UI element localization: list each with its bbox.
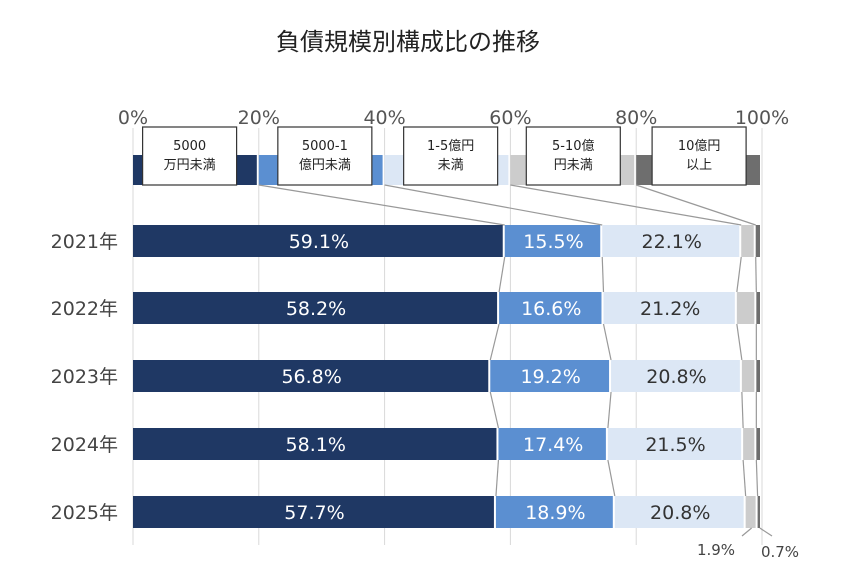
bar-segment [756, 428, 760, 460]
x-tick-label: 40% [363, 107, 405, 129]
category-label: 2024年 [51, 434, 118, 456]
bar-segment [607, 428, 742, 460]
connector-line [489, 323, 500, 361]
legend-label: 5000-1 [302, 139, 348, 154]
bar-segment [602, 225, 740, 257]
bar-segment [133, 496, 494, 528]
bar-segment [133, 292, 498, 324]
connector-line [755, 459, 759, 497]
legend-label: 円未満 [554, 158, 593, 173]
data-label: 57.7% [284, 502, 344, 524]
connector-line [602, 323, 612, 361]
connector-line [741, 391, 744, 429]
bar-segment [499, 292, 602, 324]
data-label: 18.9% [525, 502, 585, 524]
connector-line [742, 459, 747, 497]
data-label: 20.8% [646, 366, 706, 388]
data-label: 15.5% [523, 231, 583, 253]
x-tick-label: 100% [735, 107, 789, 129]
bar-segment [490, 360, 610, 392]
data-label: 19.2% [520, 366, 580, 388]
callout-label: 1.9% [697, 541, 735, 559]
connector-line [636, 184, 756, 226]
data-label: 21.2% [640, 298, 700, 320]
connector-line [489, 391, 500, 429]
bar-segment [736, 292, 755, 324]
bar-segment [756, 360, 760, 392]
connector-line [510, 184, 742, 226]
data-label: 16.6% [521, 298, 581, 320]
data-label: 21.5% [645, 434, 705, 456]
callout-label: 0.7% [761, 543, 799, 561]
connector-line [495, 459, 500, 497]
callout-line [759, 527, 773, 537]
bar-segment [133, 360, 489, 392]
legend-label: 1-5億円 [427, 138, 474, 154]
legend-label-box [525, 126, 621, 186]
legend-label: 億円未満 [299, 157, 351, 173]
legend-label: 5000 [173, 139, 206, 154]
chart-title: 負債規模別構成比の推移 [276, 28, 540, 56]
bar-segment [498, 428, 606, 460]
connector-line [498, 256, 506, 293]
bar-segment [504, 225, 601, 257]
bar-segment [745, 496, 756, 528]
category-label: 2025年 [51, 502, 118, 524]
legend-label: 以上 [686, 158, 712, 173]
x-tick-label: 20% [238, 107, 280, 129]
category-label: 2023年 [51, 366, 118, 388]
bar-segment [611, 360, 740, 392]
connector-line [258, 184, 505, 226]
bar-segment [757, 496, 760, 528]
bar-segment [755, 225, 760, 257]
legend-label-box [403, 126, 499, 186]
bar-segment [743, 428, 755, 460]
connector-line [736, 256, 742, 293]
legend-label: 未満 [438, 158, 464, 173]
bar-segment [741, 360, 755, 392]
data-label: 17.4% [523, 434, 583, 456]
callout-line [741, 527, 753, 537]
legend-label-box [142, 126, 238, 186]
category-label: 2021年 [51, 231, 118, 253]
bar-segment [756, 292, 760, 324]
x-tick-label: 0% [118, 107, 148, 129]
x-tick-label: 80% [615, 107, 657, 129]
data-label: 59.1% [289, 231, 349, 253]
legend-label: 万円未満 [164, 158, 216, 173]
bar-segment [741, 225, 754, 257]
data-label: 20.8% [650, 502, 710, 524]
bar-segment [133, 225, 503, 257]
data-label: 22.1% [642, 231, 702, 253]
connector-line [736, 323, 743, 361]
connector-line [601, 256, 605, 293]
bar-segment [614, 496, 744, 528]
connector-line [384, 184, 603, 226]
connector-line [607, 391, 612, 429]
x-tick-label: 60% [489, 107, 531, 129]
legend-label-box [651, 126, 747, 186]
bar-segment [495, 496, 613, 528]
category-label: 2022年 [51, 298, 118, 320]
bar-segment [603, 292, 735, 324]
legend-label-box [277, 126, 373, 186]
legend-label: 5-10億 [552, 138, 595, 154]
connector-line [607, 459, 616, 497]
connector-line [755, 256, 757, 293]
data-label: 56.8% [281, 366, 341, 388]
legend-label: 10億円 [678, 138, 721, 154]
data-label: 58.1% [286, 434, 346, 456]
bar-segment [133, 428, 497, 460]
data-label: 58.2% [286, 298, 346, 320]
